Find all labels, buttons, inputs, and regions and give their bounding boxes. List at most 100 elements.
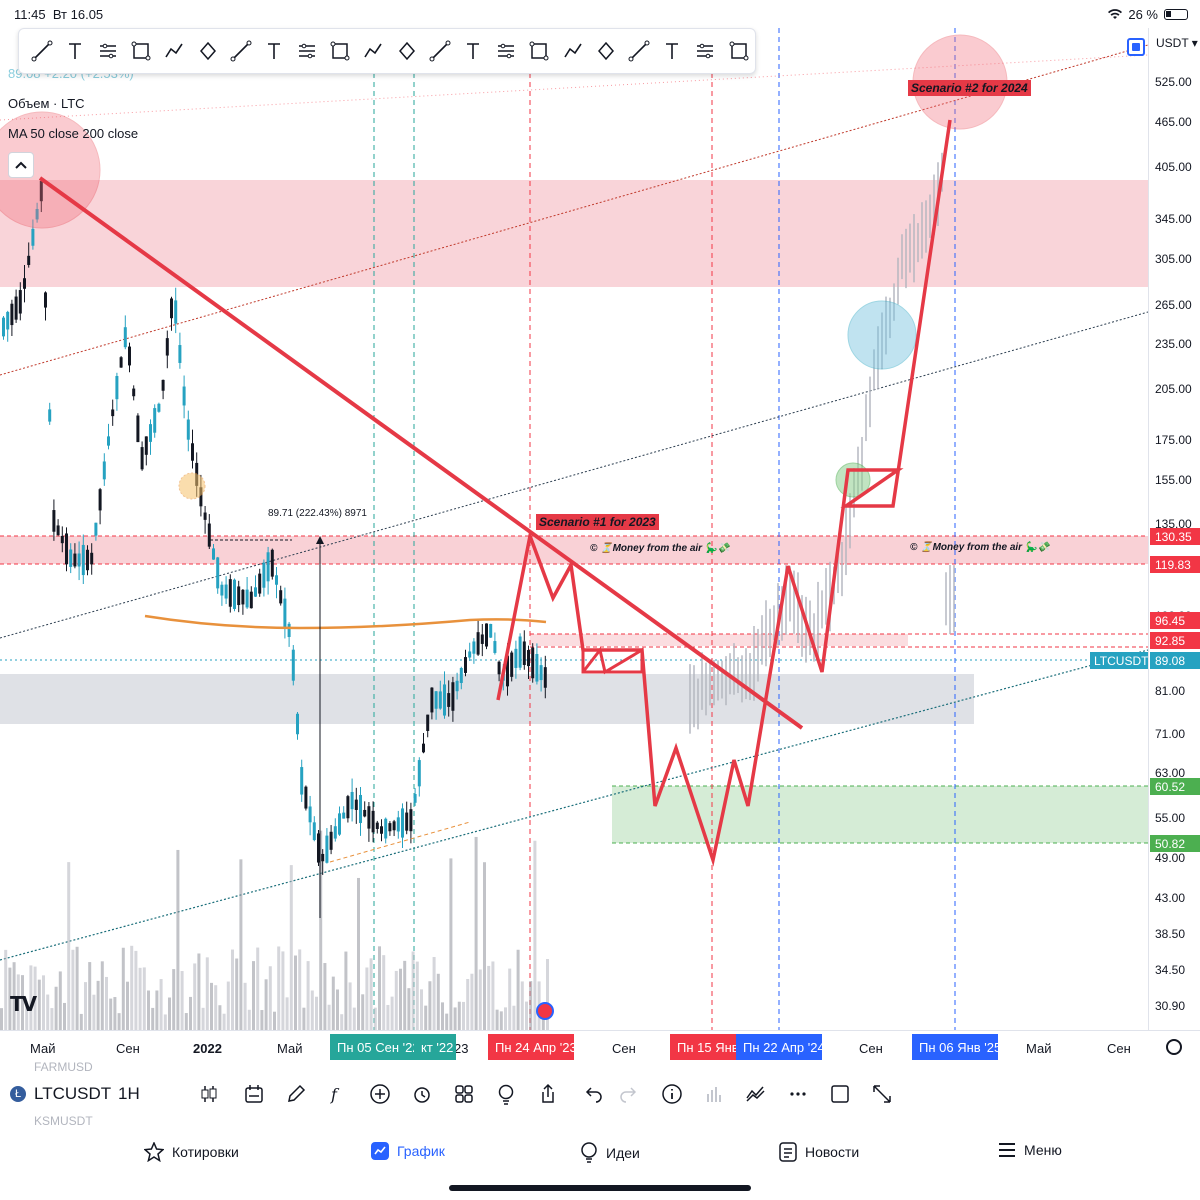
nav-ideas[interactable]: Идеи <box>580 1142 640 1164</box>
volume-bar <box>8 967 12 1030</box>
rectangle-icon[interactable] <box>224 33 257 69</box>
candle-body <box>321 853 325 862</box>
candle-body <box>18 290 22 314</box>
collapse-legend-button[interactable] <box>8 152 34 178</box>
text-icon[interactable] <box>58 33 91 69</box>
channel-top-red <box>0 44 1148 376</box>
candle-body <box>207 523 211 547</box>
fib-icon[interactable] <box>191 33 224 69</box>
chart-canvas[interactable]: Scenario #1 for 2023 Scenario #2 for 202… <box>0 28 1148 1030</box>
volume-bar <box>424 1005 428 1030</box>
blue-circle <box>847 300 917 370</box>
volume-bar <box>264 979 268 1030</box>
price-axis[interactable]: 525.00 465.00 405.00 345.00 305.00 265.00 235.… <box>1127 28 1200 1030</box>
horizontal-ray-icon[interactable] <box>622 33 655 69</box>
volume-bar <box>79 1013 83 1030</box>
vertical-line-icon[interactable] <box>656 33 689 69</box>
vertical-range-icon[interactable] <box>158 33 191 69</box>
candle-body <box>434 691 438 709</box>
parallel-channel-icon[interactable] <box>91 33 124 69</box>
candles-icon[interactable] <box>556 33 589 69</box>
flag-shape <box>581 646 644 675</box>
candle-body <box>413 794 417 803</box>
indicators-icon[interactable]: f <box>324 1080 352 1108</box>
volume-bar <box>289 865 293 1030</box>
pitchfork-icon[interactable] <box>125 33 158 69</box>
flag-icon[interactable] <box>536 1002 554 1020</box>
arrow-up-icon[interactable] <box>357 33 390 69</box>
price-tick: 205.00 <box>1155 382 1192 396</box>
volume-bar <box>193 963 197 1030</box>
candle-body <box>123 327 127 348</box>
arrow-down-icon[interactable] <box>390 33 423 69</box>
currency-selector[interactable]: USDT ▾ <box>1156 36 1198 50</box>
layouts-icon[interactable] <box>450 1080 478 1108</box>
trend-line-icon[interactable] <box>25 33 58 69</box>
expand-icon[interactable] <box>868 1080 896 1108</box>
target-icon[interactable] <box>589 33 622 69</box>
candle-body <box>249 591 253 609</box>
price-chart[interactable] <box>0 28 1148 1030</box>
candles-type-icon[interactable] <box>196 1080 224 1108</box>
arc-icon[interactable] <box>324 33 357 69</box>
symbol-search[interactable]: Ł LTCUSDT <box>10 1084 111 1104</box>
strategy-icon[interactable] <box>742 1080 770 1108</box>
candle-body <box>287 623 291 637</box>
timeframe-selector[interactable]: 1H <box>118 1084 140 1103</box>
nav-chart[interactable]: График <box>371 1142 445 1160</box>
polyline-icon[interactable] <box>490 33 523 69</box>
lightbulb-icon <box>581 1142 597 1163</box>
nav-menu[interactable]: Меню <box>998 1142 1062 1158</box>
fullscreen-square-icon[interactable] <box>826 1080 854 1108</box>
volume-bar <box>294 955 297 1030</box>
axis-settings-button[interactable] <box>1127 38 1145 56</box>
volume-profile-icon[interactable] <box>700 1080 728 1108</box>
candle-body <box>543 667 547 688</box>
volume-bar <box>138 967 142 1030</box>
legend-ma[interactable]: MA 50 close 200 close <box>8 126 139 141</box>
volume-bar <box>533 840 537 1030</box>
share-icon[interactable] <box>534 1080 562 1108</box>
flag-marker-icon[interactable] <box>423 33 456 69</box>
time-axis[interactable]: Май Сен 2022 Май 23 Сен Сен Май Сен Пн 05 Сен '22… <box>0 1030 1200 1064</box>
candle-body <box>451 682 455 711</box>
price-tick: 465.00 <box>1155 115 1192 129</box>
abcd-pattern-icon[interactable] <box>456 33 489 69</box>
nav-news[interactable]: Новости <box>779 1142 859 1162</box>
volume-bar <box>184 1013 188 1030</box>
candle-body <box>6 311 10 330</box>
time-axis-settings-icon[interactable] <box>1166 1039 1182 1055</box>
alarm-icon[interactable] <box>408 1080 436 1108</box>
scenario2-label: Scenario #2 for 2024 <box>908 80 1031 96</box>
candle-body <box>459 668 463 683</box>
tradingview-logo: TV <box>10 992 37 1016</box>
shape-icon[interactable] <box>722 33 755 69</box>
volume-bar <box>218 1005 222 1030</box>
path-icon[interactable] <box>291 33 324 69</box>
undo-icon[interactable] <box>580 1080 608 1108</box>
volume-bar <box>12 962 16 1030</box>
candle-body <box>476 632 480 655</box>
candle-body <box>443 684 446 716</box>
info-icon[interactable] <box>658 1080 686 1108</box>
add-icon[interactable] <box>366 1080 394 1108</box>
redo-icon[interactable] <box>614 1080 642 1108</box>
circle-icon[interactable] <box>257 33 290 69</box>
volume-bar <box>121 947 125 1030</box>
volume-bar <box>302 1007 306 1030</box>
volume-bar <box>168 997 171 1030</box>
volume-bar <box>369 958 373 1030</box>
pencil-icon[interactable] <box>282 1080 310 1108</box>
candle-body <box>354 799 358 810</box>
candle-body <box>317 833 320 863</box>
more-icon[interactable] <box>784 1080 812 1108</box>
legend-volume[interactable]: Объем · LTC <box>8 96 85 111</box>
elliott-wave-icon[interactable] <box>689 33 722 69</box>
brush-icon[interactable] <box>523 33 556 69</box>
volume-bar <box>54 986 58 1030</box>
volume-bar <box>491 961 495 1030</box>
volume-bar <box>252 961 255 1030</box>
idea-bulb-icon[interactable] <box>492 1080 520 1108</box>
compare-icon[interactable] <box>240 1080 268 1108</box>
nav-quotes[interactable]: Котировки <box>144 1142 239 1162</box>
